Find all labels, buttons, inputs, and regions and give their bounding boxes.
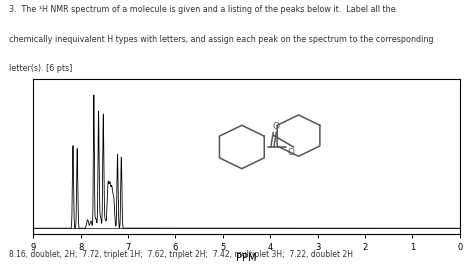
Text: 8.16, doublet, 2H;  7.72, triplet 1H;  7.62, triplet 2H;  7.42, multiplet 3H;  7: 8.16, doublet, 2H; 7.72, triplet 1H; 7.6… bbox=[9, 250, 354, 259]
Text: O: O bbox=[273, 122, 280, 131]
Text: letter(s). [6 pts]: letter(s). [6 pts] bbox=[9, 64, 73, 73]
Text: chemically inequivalent H types with letters, and assign each peak on the spectr: chemically inequivalent H types with let… bbox=[9, 35, 434, 44]
X-axis label: PPM: PPM bbox=[236, 253, 257, 263]
Text: 3.  The ¹H NMR spectrum of a molecule is given and a listing of the peaks below : 3. The ¹H NMR spectrum of a molecule is … bbox=[9, 5, 396, 14]
Text: O: O bbox=[287, 148, 294, 157]
